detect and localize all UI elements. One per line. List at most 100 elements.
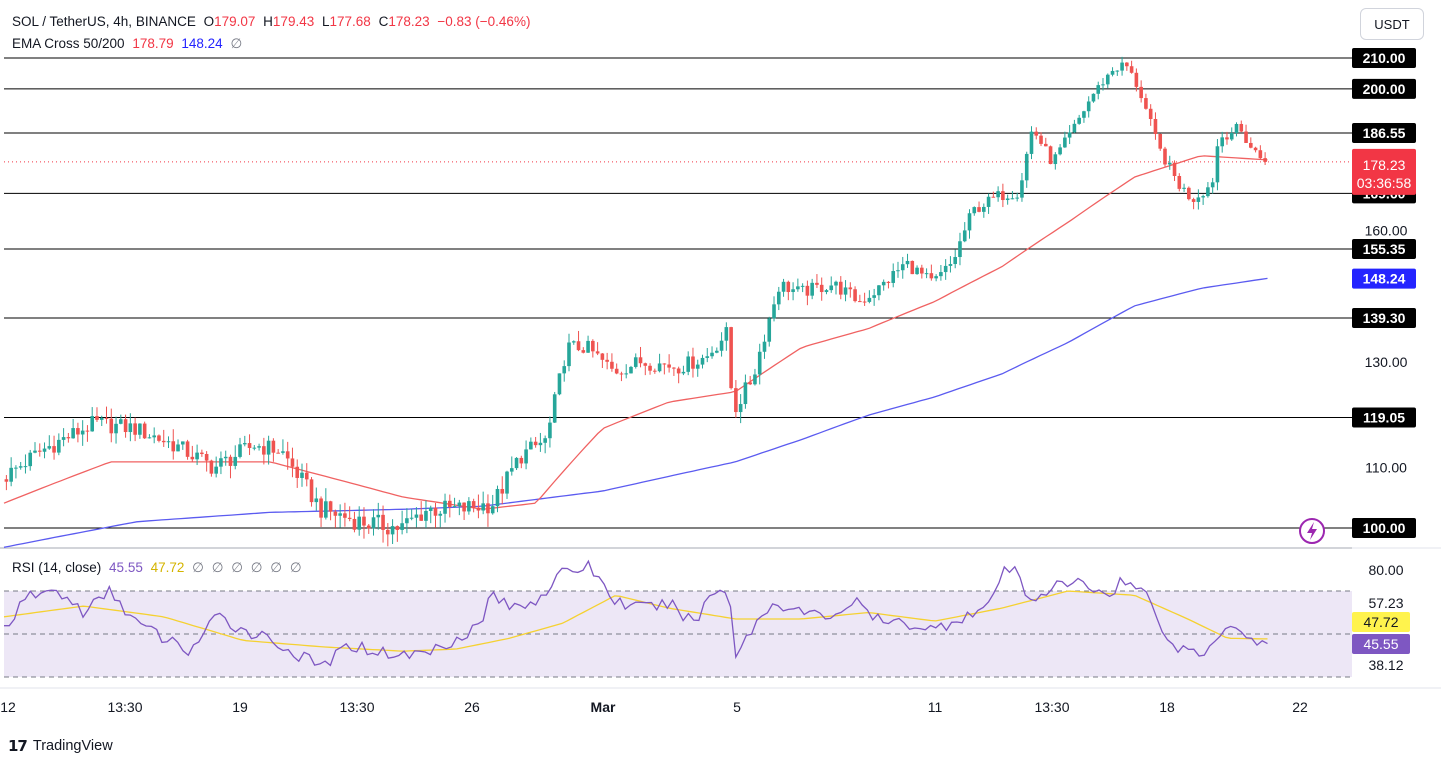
level-badge[interactable] — [1352, 407, 1416, 428]
candle-body[interactable] — [1058, 147, 1062, 155]
candle-body[interactable] — [695, 364, 700, 369]
rsi-ma-badge[interactable] — [1352, 612, 1410, 632]
currency-button[interactable]: USDT — [1360, 8, 1424, 40]
last-price-badge[interactable] — [1352, 152, 1416, 195]
candle-body[interactable] — [1110, 70, 1115, 75]
candle-body[interactable] — [47, 446, 52, 449]
candle-body[interactable] — [877, 285, 881, 296]
candle-body[interactable] — [1024, 153, 1029, 181]
candle-body[interactable] — [476, 507, 481, 511]
candle-body[interactable] — [1249, 142, 1253, 148]
candle-body[interactable] — [1163, 148, 1167, 165]
candle-body[interactable] — [1239, 123, 1244, 132]
candle-body[interactable] — [686, 356, 690, 372]
candle-body[interactable] — [66, 437, 71, 439]
candle-body[interactable] — [505, 471, 509, 494]
candle-body[interactable] — [500, 488, 505, 494]
candle-body[interactable] — [133, 423, 137, 435]
candle-body[interactable] — [672, 367, 676, 369]
candle-body[interactable] — [71, 428, 75, 439]
time-axis[interactable]: 12 13:30 19 13:30 26 Mar 5 11 13:30 18 22 — [0, 699, 1308, 715]
candle-body[interactable] — [591, 340, 595, 352]
candle-body[interactable] — [1201, 196, 1205, 198]
candle-body[interactable] — [1067, 132, 1072, 138]
candle-body[interactable] — [214, 466, 218, 474]
candle-body[interactable] — [314, 498, 319, 503]
level-badge[interactable] — [1352, 48, 1416, 68]
candle-body[interactable] — [1053, 154, 1058, 165]
candle-body[interactable] — [85, 430, 90, 432]
candle-body[interactable] — [529, 441, 533, 450]
candle-body[interactable] — [939, 272, 943, 277]
candle-body[interactable] — [33, 450, 37, 453]
candle-body[interactable] — [533, 441, 538, 446]
candle-body[interactable] — [1177, 176, 1182, 189]
candle-body[interactable] — [896, 270, 900, 272]
candle-body[interactable] — [624, 373, 629, 375]
candle-body[interactable] — [1096, 85, 1101, 94]
candle-body[interactable] — [605, 359, 609, 362]
candle-body[interactable] — [338, 513, 342, 516]
candle-body[interactable] — [285, 451, 290, 459]
candle-body[interactable] — [676, 368, 681, 374]
candle-body[interactable] — [366, 525, 371, 529]
candle-body[interactable] — [271, 440, 276, 453]
candle-body[interactable] — [691, 356, 695, 369]
candle-body[interactable] — [824, 290, 829, 293]
candle-body[interactable] — [147, 437, 152, 439]
candle-body[interactable] — [414, 514, 419, 518]
candle-body[interactable] — [142, 423, 147, 439]
candle-body[interactable] — [486, 503, 490, 514]
candle-body[interactable] — [1063, 137, 1067, 148]
rsi-pane[interactable] — [3, 559, 1352, 678]
candle-body[interactable] — [1220, 137, 1225, 147]
candle-body[interactable] — [724, 327, 729, 341]
candle-body[interactable] — [743, 382, 748, 405]
candle-body[interactable] — [667, 364, 671, 368]
candle-body[interactable] — [982, 206, 986, 212]
candle-body[interactable] — [829, 285, 834, 291]
candle-body[interactable] — [428, 507, 433, 511]
candle-body[interactable] — [290, 458, 295, 467]
candle-body[interactable] — [352, 518, 357, 530]
candle-body[interactable] — [328, 501, 333, 512]
candle-body[interactable] — [138, 423, 142, 435]
candle-body[interactable] — [748, 382, 752, 385]
candle-body[interactable] — [757, 351, 762, 375]
candle-body[interactable] — [991, 196, 996, 198]
candle-body[interactable] — [886, 281, 891, 283]
candle-body[interactable] — [219, 458, 223, 467]
candle-body[interactable] — [276, 452, 280, 454]
candle-body[interactable] — [90, 416, 95, 432]
candle-body[interactable] — [858, 301, 862, 303]
candle-body[interactable] — [915, 267, 919, 275]
level-badge[interactable] — [1352, 123, 1416, 144]
candle-body[interactable] — [862, 301, 867, 303]
candle-body[interactable] — [119, 419, 123, 424]
candle-body[interactable] — [204, 454, 209, 461]
candle-body[interactable] — [1039, 135, 1043, 144]
candle-body[interactable] — [986, 196, 991, 207]
candle-body[interactable] — [972, 207, 977, 214]
candle-body[interactable] — [42, 448, 47, 452]
candle-body[interactable] — [1191, 199, 1196, 202]
candle-body[interactable] — [786, 281, 791, 293]
candle-body[interactable] — [1139, 86, 1143, 99]
candle-body[interactable] — [1196, 197, 1201, 202]
candle-body[interactable] — [1005, 198, 1010, 201]
candle-body[interactable] — [538, 442, 543, 446]
candle-body[interactable] — [23, 466, 28, 468]
candle-body[interactable] — [1158, 134, 1163, 149]
candle-body[interactable] — [95, 416, 99, 420]
candle-body[interactable] — [386, 529, 390, 535]
candle-body[interactable] — [157, 435, 161, 441]
candle-body[interactable] — [1134, 72, 1139, 87]
candle-body[interactable] — [28, 452, 33, 467]
candle-body[interactable] — [557, 373, 562, 395]
candle-body[interactable] — [405, 518, 409, 524]
candle-body[interactable] — [433, 507, 438, 516]
candle-body[interactable] — [1153, 118, 1158, 135]
candle-body[interactable] — [662, 363, 667, 365]
candle-body[interactable] — [171, 441, 176, 452]
